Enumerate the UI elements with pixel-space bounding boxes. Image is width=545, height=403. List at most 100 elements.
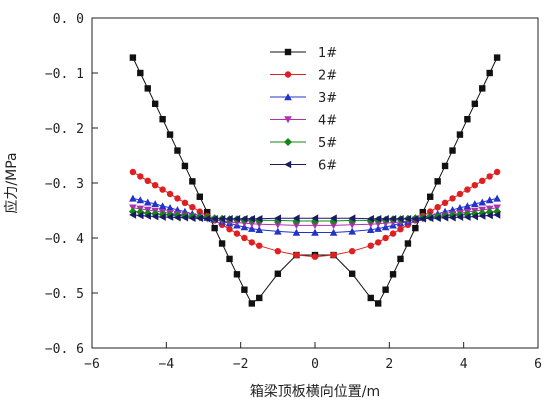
data-point	[226, 226, 233, 233]
data-point	[463, 213, 471, 221]
data-point	[426, 214, 434, 222]
data-point	[255, 225, 264, 233]
data-point	[471, 212, 479, 221]
data-point	[367, 294, 374, 302]
data-point	[434, 204, 441, 211]
data-point	[196, 193, 203, 200]
data-point	[129, 168, 137, 176]
data-point	[374, 239, 382, 246]
legend-marker	[284, 71, 292, 78]
data-point	[233, 230, 241, 237]
data-point	[274, 248, 282, 255]
data-point	[479, 177, 486, 184]
data-point	[374, 300, 382, 307]
legend-label: 3#	[318, 91, 337, 106]
data-point	[397, 255, 404, 263]
data-point	[158, 202, 167, 210]
data-point	[427, 193, 434, 200]
data-point	[348, 270, 356, 277]
data-point	[448, 213, 456, 222]
data-point	[404, 214, 412, 223]
data-point	[181, 199, 189, 206]
data-point	[389, 214, 397, 223]
data-point	[166, 131, 174, 138]
data-point	[189, 204, 196, 211]
data-point	[255, 221, 264, 229]
data-point	[274, 221, 282, 229]
data-point	[348, 221, 356, 229]
data-point	[311, 253, 319, 260]
data-point	[203, 214, 211, 223]
data-point	[418, 214, 426, 223]
data-point	[471, 182, 479, 189]
x-tick-label: 4	[460, 357, 468, 372]
y-tick-label: −0. 6	[45, 342, 84, 357]
data-point	[329, 228, 338, 236]
data-point	[434, 178, 441, 185]
data-point	[456, 203, 464, 211]
legend-item: 5#	[270, 136, 337, 151]
data-point	[348, 248, 356, 255]
data-point	[248, 224, 256, 232]
data-point	[485, 196, 494, 204]
data-point	[151, 182, 159, 189]
data-point	[311, 214, 319, 222]
data-point	[166, 213, 174, 221]
data-point	[292, 222, 301, 230]
legend-item: 4#	[270, 114, 337, 129]
data-point	[374, 224, 382, 232]
data-point	[389, 230, 397, 237]
y-tick-label: −0. 2	[45, 122, 84, 137]
data-point	[382, 286, 389, 293]
x-tick-label: 0	[311, 357, 319, 372]
legend-label: 5#	[318, 136, 337, 151]
x-tick-label: −6	[84, 357, 100, 372]
data-point	[274, 227, 282, 235]
data-point	[248, 300, 256, 307]
data-point	[137, 173, 144, 180]
data-point	[256, 294, 263, 302]
data-point	[419, 208, 426, 216]
data-point	[366, 225, 375, 233]
data-point	[329, 214, 337, 222]
axis-ticks: −6 −4 −2 0 2 4 6 0. 0 −0. 1 −0. 2 −0. 3 −0. 4 −0. 5 −…	[45, 12, 542, 372]
data-point	[241, 286, 248, 293]
data-point	[151, 212, 159, 221]
data-point	[143, 198, 152, 206]
legend-marker	[284, 48, 292, 56]
legend-item: 6#	[270, 159, 337, 174]
data-point	[293, 251, 300, 259]
data-point	[486, 173, 493, 180]
x-tick-label: −4	[159, 357, 175, 372]
data-point	[136, 196, 145, 204]
data-point	[456, 213, 464, 221]
data-point	[456, 190, 464, 198]
data-point	[166, 190, 174, 198]
data-point	[493, 211, 501, 219]
data-point	[195, 214, 203, 222]
data-point	[404, 240, 412, 247]
data-point	[493, 168, 501, 176]
legend-item: 2#	[270, 69, 337, 84]
x-tick-label: 6	[534, 357, 542, 372]
data-point	[144, 177, 151, 184]
data-point	[374, 220, 382, 228]
data-point	[129, 211, 137, 219]
data-point	[389, 271, 397, 278]
legend-label: 4#	[318, 114, 337, 129]
data-point	[311, 228, 319, 236]
y-tick-label: −0. 3	[45, 177, 84, 192]
y-tick-label: −0. 1	[45, 67, 84, 82]
data-point	[274, 270, 282, 277]
data-point	[137, 69, 144, 77]
data-point	[256, 242, 263, 249]
data-point	[292, 228, 301, 236]
data-point	[248, 220, 256, 228]
data-point	[189, 178, 196, 185]
data-point	[441, 162, 449, 170]
data-point	[493, 54, 501, 61]
data-point	[218, 240, 226, 247]
data-point	[441, 213, 449, 222]
data-point	[143, 212, 151, 220]
